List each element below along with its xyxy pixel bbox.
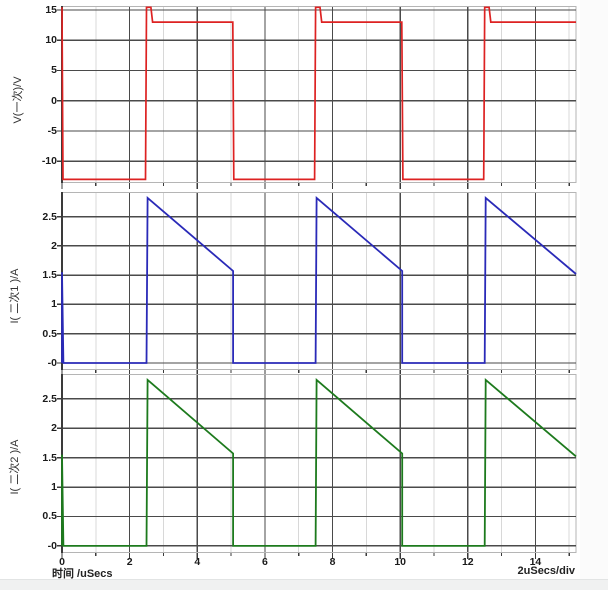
y-tick-label: 1.5: [42, 269, 57, 282]
y-tick-label: 2.5: [42, 210, 57, 223]
y-tick-label: 2.5: [42, 392, 57, 405]
x-tick-label: 4: [194, 556, 201, 568]
secondary1-current-chart: [57, 192, 577, 376]
y-tick-label: 1.5: [42, 451, 57, 464]
x-tick-label: 8: [329, 556, 336, 568]
footer-strip: [0, 579, 608, 590]
y-tick-label: -5: [47, 124, 57, 137]
x-tick-label: 0: [59, 556, 65, 568]
x-tick-label: 2: [126, 556, 133, 568]
x-tick-label: 14: [529, 556, 542, 568]
y-tick-label: 5: [51, 64, 57, 77]
y-tick-label: 0.5: [42, 327, 57, 340]
y-tick-label: 0: [51, 94, 57, 107]
time-axis-label: 时间 /uSecs: [52, 568, 113, 580]
y-tick-label: -0: [47, 356, 57, 369]
time-per-division-label: 2uSecs/div: [517, 565, 575, 577]
y-tick-label: -10: [41, 155, 57, 168]
y-tick-label: 1: [51, 298, 57, 311]
x-tick-label: 12: [461, 556, 474, 568]
x-tick-label: 10: [394, 556, 406, 568]
y-tick-label: 2: [51, 239, 57, 252]
y-tick-label: 2: [51, 422, 57, 435]
primary-voltage-chart: [57, 6, 577, 189]
y-tick-label: 15: [45, 3, 57, 16]
x-tick-label: 6: [261, 556, 268, 568]
y-tick-label: 10: [45, 34, 57, 47]
y-tick-label: 1: [51, 481, 57, 494]
y-tick-label: -0: [47, 539, 57, 552]
right-margin-strip: [580, 0, 608, 589]
secondary2-current-chart: [57, 374, 577, 559]
y-tick-label: 0.5: [42, 510, 57, 523]
